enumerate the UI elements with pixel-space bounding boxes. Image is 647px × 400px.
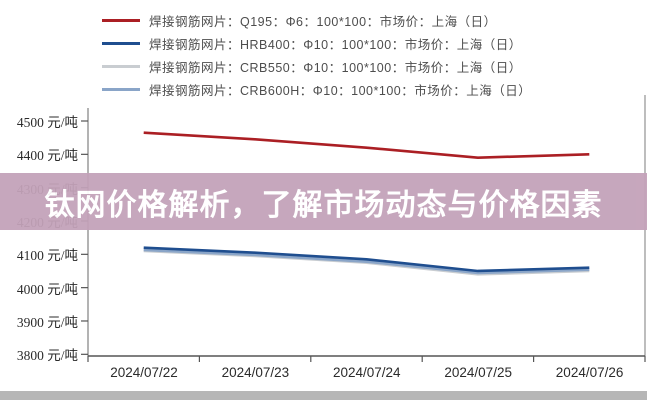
legend-line-swatch-blue-icon — [102, 42, 140, 45]
legend-label: 焊接钢筋网片：CRB600H：Φ10：100*100：市场价：上海（日） — [149, 84, 532, 98]
banner-title: 钛网价格解析，了解市场动态与价格因素 — [44, 188, 603, 222]
legend-label: 焊接钢筋网片：HRB400：Φ10：100*100：市场价：上海（日） — [149, 38, 522, 52]
series-line-0 — [143, 131, 590, 159]
y-axis-tick-label: 3900 元/吨 — [16, 314, 78, 330]
y-axis-tick-label: 4000 元/吨 — [16, 281, 78, 297]
legend-line-swatch-red-icon — [102, 19, 140, 22]
legend-item-hrb400: 焊接钢筋网片：HRB400：Φ10：100*100：市场价：上海（日） — [102, 32, 531, 55]
x-axis-tick-label: 2024/07/23 — [221, 365, 290, 380]
legend-line-swatch-lightblue-icon — [102, 88, 140, 91]
legend-item-q195: 焊接钢筋网片：Q195：Φ6：100*100：市场价：上海（日） — [102, 9, 531, 32]
series-line-1 — [143, 246, 590, 273]
legend-item-crb550: 焊接钢筋网片：CRB550：Φ10：100*100：市场价：上海（日） — [102, 55, 531, 78]
legend-label: 焊接钢筋网片：Q195：Φ6：100*100：市场价：上海（日） — [149, 15, 497, 29]
legend-item-crb600h: 焊接钢筋网片：CRB600H：Φ10：100*100：市场价：上海（日） — [102, 78, 531, 101]
x-axis-tick-label: 2024/07/24 — [333, 365, 401, 380]
y-axis-tick-label: 4100 元/吨 — [16, 248, 78, 264]
series-line-3 — [143, 248, 590, 275]
y-axis-tick-label: 4400 元/吨 — [16, 148, 78, 164]
chart-legend: 焊接钢筋网片：Q195：Φ6：100*100：市场价：上海（日） 焊接钢筋网片：… — [102, 9, 531, 101]
bottom-strip — [0, 391, 647, 400]
x-axis-tick-label: 2024/07/22 — [110, 365, 178, 380]
y-axis-tick-label: 3800 元/吨 — [16, 348, 78, 364]
x-axis-tick-label: 2024/07/25 — [444, 365, 512, 380]
legend-line-swatch-gray-icon — [102, 65, 140, 68]
x-axis-tick-label: 2024/07/26 — [555, 365, 624, 380]
title-banner: 钛网价格解析，了解市场动态与价格因素 — [0, 173, 647, 230]
y-axis-tick-label: 4500 元/吨 — [16, 115, 78, 130]
legend-label: 焊接钢筋网片：CRB550：Φ10：100*100：市场价：上海（日） — [149, 61, 522, 75]
